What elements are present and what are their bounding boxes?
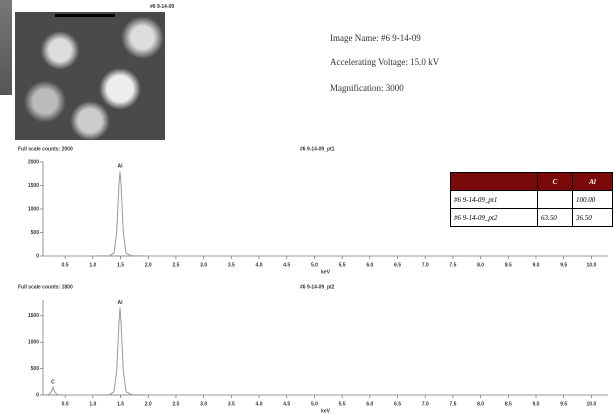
x-tick-label: 1.5 (117, 262, 124, 268)
x-axis-label: keV (321, 408, 331, 414)
x-tick-label: 6.0 (366, 262, 373, 268)
x-tick-label: 5.5 (339, 401, 346, 407)
col-header: Al (573, 173, 613, 191)
y-tick-label: 1500 (28, 183, 39, 189)
chart-title: #6 9-14-09_pt1 (300, 146, 335, 152)
x-tick-label: 1.0 (89, 401, 96, 407)
x-tick-label: 3.5 (228, 262, 235, 268)
x-tick-label: 3.0 (200, 401, 207, 407)
x-axis-label: keV (321, 269, 331, 275)
x-tick-label: 0.5 (62, 401, 69, 407)
y-tick-label: 1500 (28, 313, 39, 319)
spectrum (43, 308, 608, 395)
peak-label: Al (117, 164, 123, 170)
peak-label: C (51, 379, 55, 385)
x-tick-label: 0.5 (62, 262, 69, 268)
cell (538, 191, 573, 209)
cell: 63.50 (538, 209, 573, 227)
x-tick-label: 1.0 (89, 262, 96, 268)
x-tick-label: 2.5 (172, 401, 179, 407)
cell: #6 9-14-09_pt1 (451, 191, 538, 209)
x-tick-label: 1.5 (117, 401, 124, 407)
x-tick-label: 4.0 (256, 262, 263, 268)
x-tick-label: 8.0 (477, 262, 484, 268)
x-tick-label: 4.0 (256, 401, 263, 407)
y-tick-label: 0 (36, 392, 39, 398)
x-tick-label: 2.0 (145, 262, 152, 268)
x-tick-label: 4.5 (283, 401, 290, 407)
x-tick-label: 5.0 (311, 401, 318, 407)
x-tick-label: 3.0 (200, 262, 207, 268)
x-tick-label: 10.0 (587, 401, 597, 407)
x-tick-label: 7.5 (449, 401, 456, 407)
x-tick-label: 8.5 (505, 262, 512, 268)
peak-label: Al (117, 300, 123, 306)
x-tick-label: 6.5 (394, 401, 401, 407)
page: {"image":{"label":"#6 9-14-09"}, "info":… (0, 0, 614, 417)
y-tick-label: 2000 (28, 159, 39, 165)
x-tick-label: 2.5 (172, 262, 179, 268)
x-tick-label: 7.5 (449, 262, 456, 268)
y-tick-label: 500 (31, 366, 40, 372)
x-tick-label: 9.0 (533, 401, 540, 407)
x-tick-label: 4.5 (283, 262, 290, 268)
cell: 100.00 (573, 191, 613, 209)
x-tick-label: 5.5 (339, 262, 346, 268)
y-tick-label: 1000 (28, 206, 39, 212)
col-header: C (538, 173, 573, 191)
cell: #6 9-14-09_pt2 (451, 209, 538, 227)
y-tick-label: 0 (36, 253, 39, 259)
cell: 36.50 (573, 209, 613, 227)
x-tick-label: 3.5 (228, 401, 235, 407)
x-tick-label: 9.5 (560, 262, 567, 268)
y-tick-label: 500 (31, 230, 40, 236)
y-tick-label: 1000 (28, 340, 39, 346)
x-tick-label: 7.0 (422, 262, 429, 268)
x-tick-label: 10.0 (587, 262, 597, 268)
x-tick-label: 2.0 (145, 401, 152, 407)
chart-subtitle: Full scale counts: 2000 (18, 146, 73, 152)
x-tick-label: 7.0 (422, 401, 429, 407)
x-tick-label: 9.5 (560, 401, 567, 407)
x-tick-label: 6.5 (394, 262, 401, 268)
chart-title: #6 9-14-09_pt2 (300, 284, 335, 290)
x-tick-label: 6.0 (366, 401, 373, 407)
x-tick-label: 8.0 (477, 401, 484, 407)
x-tick-label: 8.5 (505, 401, 512, 407)
x-tick-label: 9.0 (533, 262, 540, 268)
chart-subtitle: Full scale counts: 1800 (18, 284, 73, 290)
x-tick-label: 5.0 (311, 262, 318, 268)
